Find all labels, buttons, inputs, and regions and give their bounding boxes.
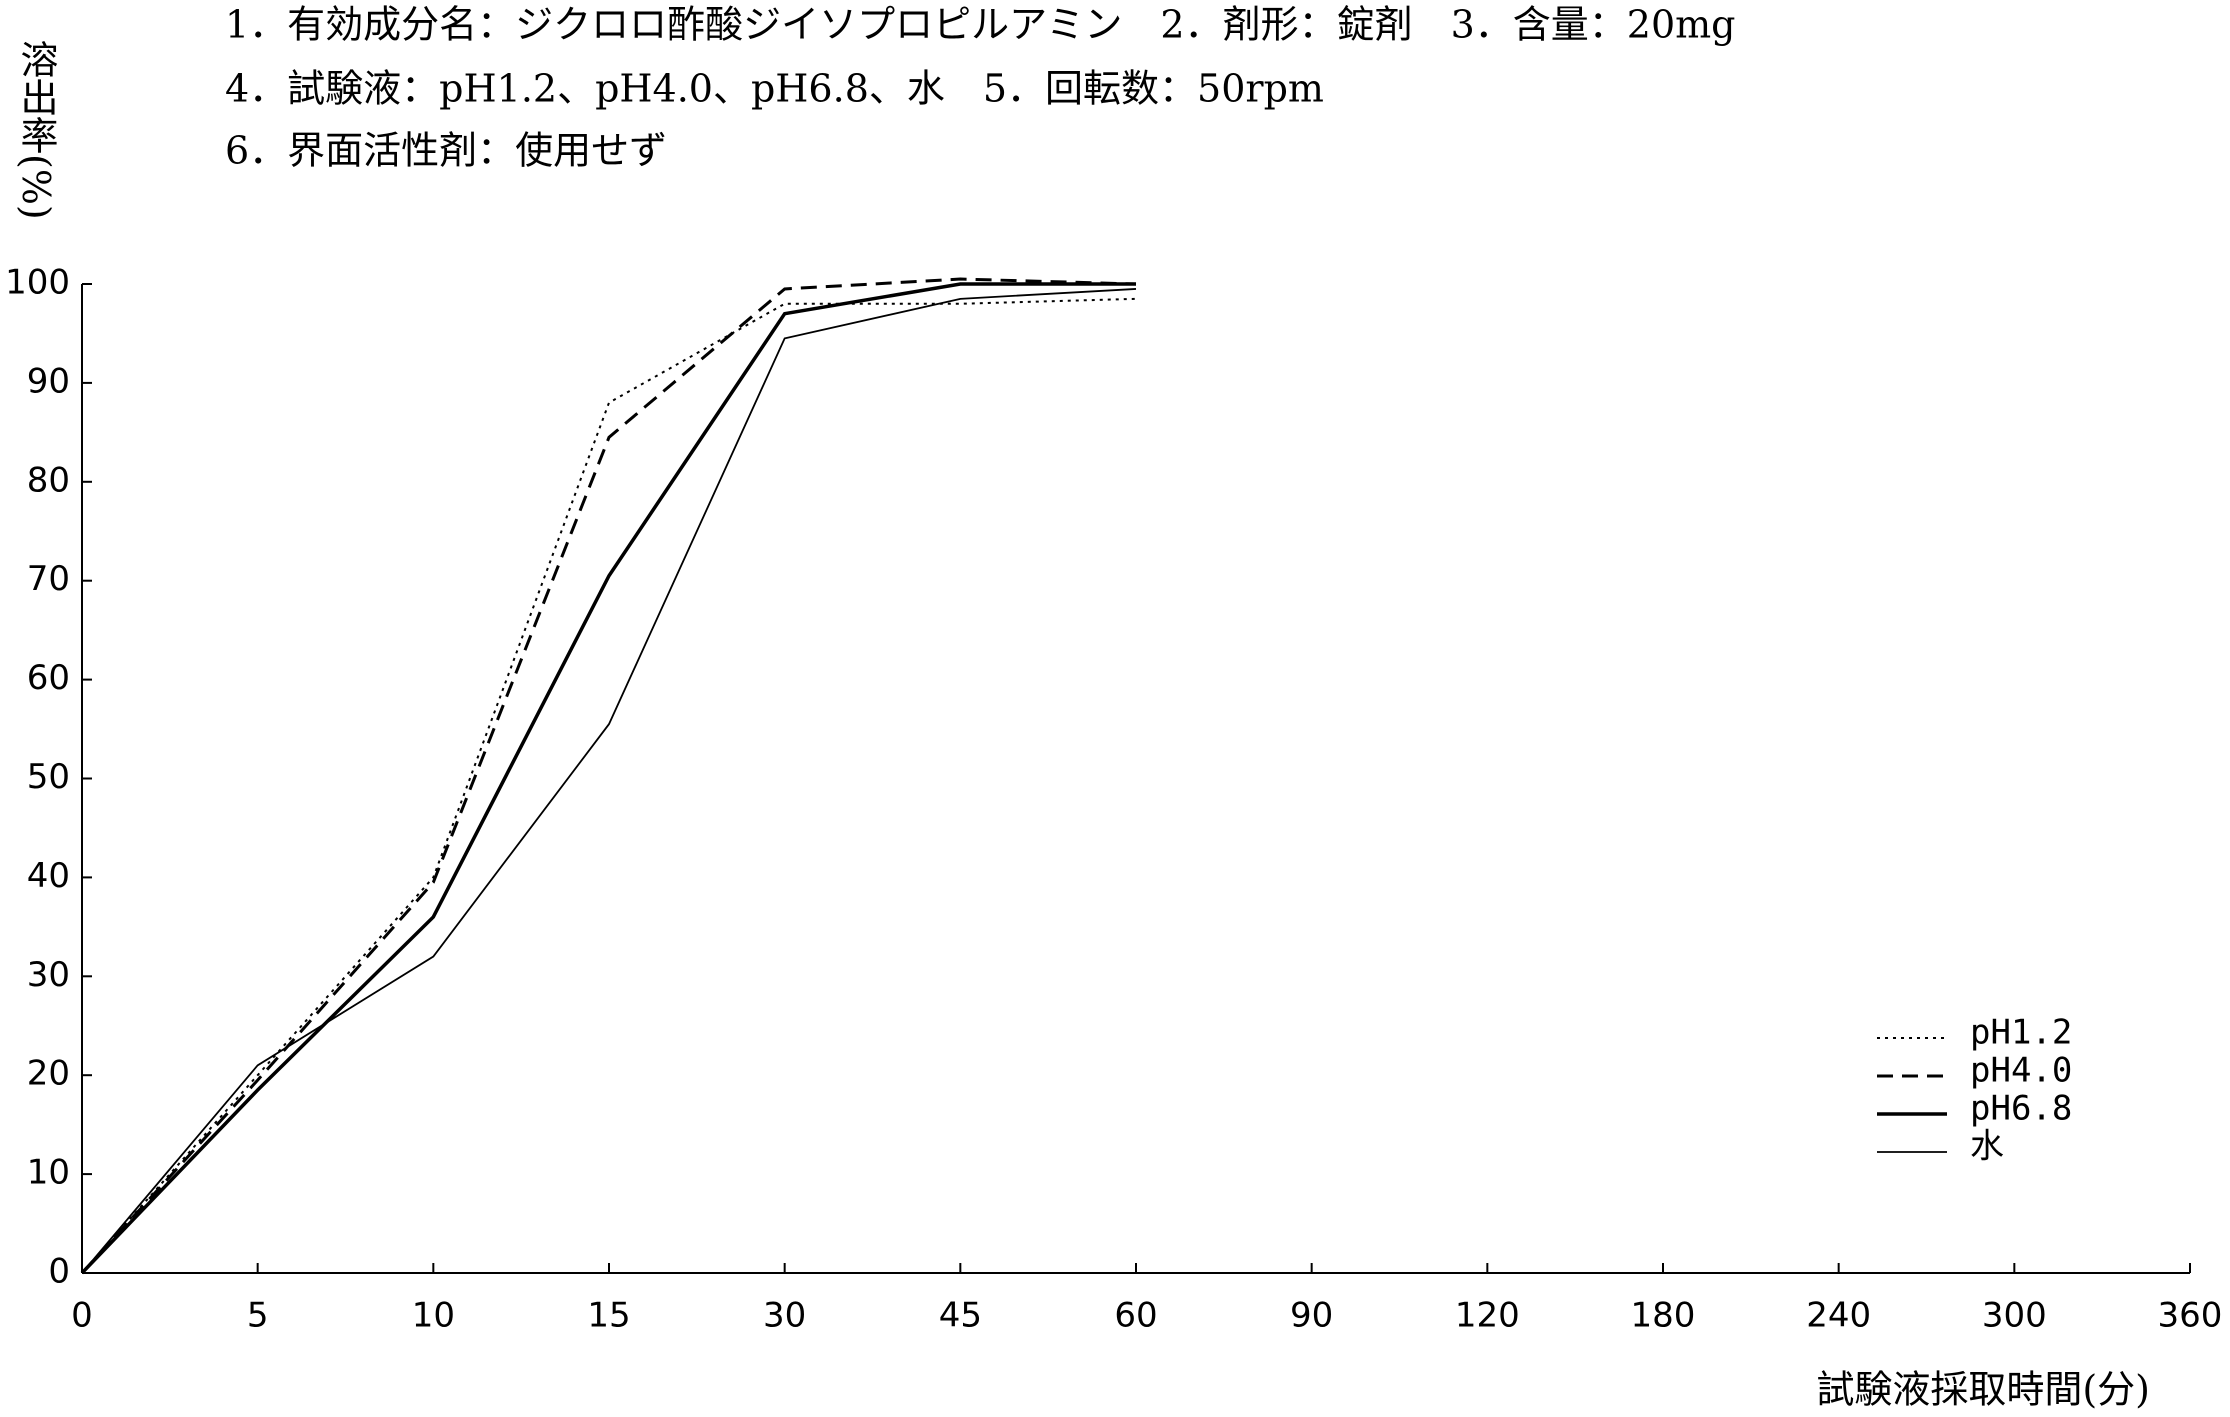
legend-label: pH6.8 <box>1970 1089 2072 1129</box>
y-tick-label: 20 <box>27 1054 70 1094</box>
y-tick-label: 100 <box>5 263 70 303</box>
x-axis-label: 試験液採取時間(分) <box>1816 1368 2150 1412</box>
x-tick-label: 60 <box>1114 1296 1157 1336</box>
series-line <box>81 288 1137 1274</box>
x-tick-label: 90 <box>1290 1296 1333 1336</box>
y-tick-label: 30 <box>27 955 70 995</box>
legend-label: pH1.2 <box>1970 1013 2072 1053</box>
y-tick-label: 80 <box>27 460 70 500</box>
y-tick-label: 70 <box>27 559 70 599</box>
series-line <box>80 282 1136 1275</box>
y-tick-label: 40 <box>27 856 70 896</box>
x-tick-label: 360 <box>2158 1296 2223 1336</box>
series-line <box>81 297 1137 1274</box>
note: 6．界面活性剤：使用せず <box>225 129 667 173</box>
note: 4．試験液：pH1.2、pH4.0、pH6.8、水 5．回転数：50rpm <box>225 67 1324 111</box>
x-tick-label: 300 <box>1982 1296 2047 1336</box>
x-tick-label: 45 <box>939 1296 982 1336</box>
x-tick-label: 180 <box>1631 1296 1696 1336</box>
series-line <box>80 277 1137 1275</box>
x-tick-label: 15 <box>587 1296 630 1336</box>
x-tick-label: 240 <box>1806 1296 1871 1336</box>
legend-label: pH4.0 <box>1970 1051 2072 1091</box>
legend-label: 水 <box>1970 1127 2004 1167</box>
y-tick-label: 50 <box>27 757 70 797</box>
x-tick-label: 30 <box>763 1296 806 1336</box>
x-tick-label: 5 <box>247 1296 269 1336</box>
y-tick-label: 90 <box>27 361 70 401</box>
y-tick-label: 10 <box>27 1153 70 1193</box>
note: 1．有効成分名：ジクロロ酢酸ジイソプロピルアミン 2．剤形：錠剤 3．含量：20… <box>225 3 1736 47</box>
x-tick-label: 10 <box>412 1296 455 1336</box>
x-tick-label: 120 <box>1455 1296 1520 1336</box>
x-tick-label: 0 <box>71 1296 93 1336</box>
y-axis-label: 溶出率(%) <box>14 40 58 220</box>
y-tick-label: 60 <box>27 658 70 698</box>
y-tick-label: 0 <box>48 1252 70 1292</box>
